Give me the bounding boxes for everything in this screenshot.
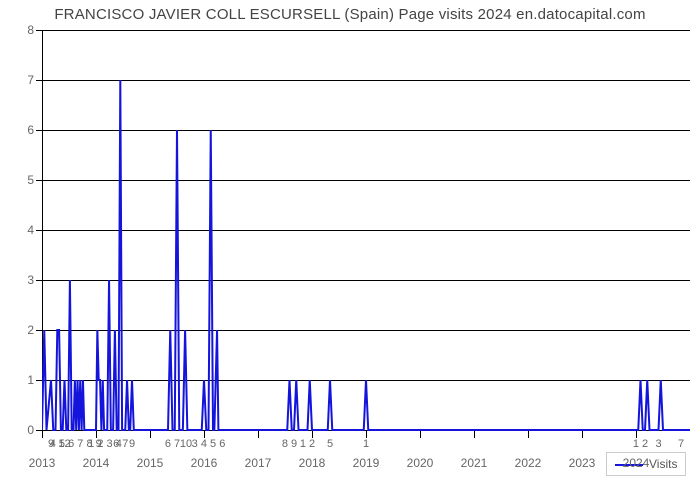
chart-container: FRANCISCO JAVIER COLL ESCURSELL (Spain) … — [0, 0, 700, 500]
visits-line — [42, 80, 700, 430]
line-svg — [0, 0, 700, 500]
